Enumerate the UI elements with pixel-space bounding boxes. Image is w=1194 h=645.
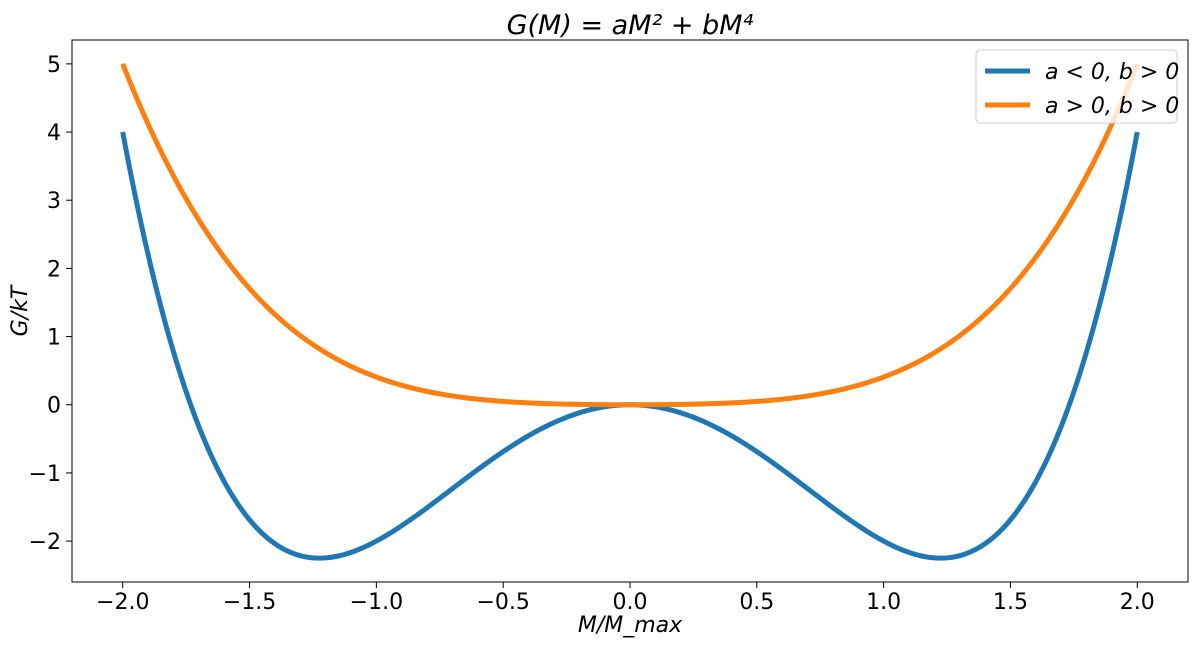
y-tick-label: 3 <box>47 189 61 214</box>
x-tick-label: −1.5 <box>223 590 276 615</box>
x-tick-label: 0.5 <box>739 590 774 615</box>
chart-title: G(M) = aM² + bM⁴ <box>507 10 754 41</box>
series-layer <box>120 62 1140 561</box>
x-axis: −2.0 −1.5 −1.0 −0.5 0.0 0.5 1.0 1.5 2.0 <box>96 582 1155 615</box>
y-tick-label: −1 <box>29 462 61 487</box>
legend: a < 0, b > 0 a > 0, b > 0 <box>975 49 1179 124</box>
legend-label: a > 0, b > 0 <box>1045 94 1179 119</box>
y-tick-label: 2 <box>47 257 61 282</box>
x-tick-label: −2.0 <box>96 590 149 615</box>
y-tick-label: 1 <box>47 326 61 351</box>
x-tick-label: 2.0 <box>1120 590 1155 615</box>
y-tick-label: 0 <box>47 394 61 419</box>
x-axis-label: M/M_max <box>578 613 683 638</box>
x-tick-label: −0.5 <box>476 590 529 615</box>
x-tick-label: −1.0 <box>350 590 403 615</box>
y-axis-label: G/kT <box>8 284 33 336</box>
series-line-2 <box>120 62 1140 408</box>
x-tick-label: 1.0 <box>866 590 901 615</box>
series-line-1 <box>120 131 1140 561</box>
y-tick-label: 4 <box>47 121 61 146</box>
y-tick-label: −2 <box>29 530 61 555</box>
x-tick-label: 1.5 <box>993 590 1028 615</box>
y-tick-label: 5 <box>47 53 61 78</box>
legend-label: a < 0, b > 0 <box>1045 60 1179 85</box>
x-tick-label: 0.0 <box>613 590 648 615</box>
y-axis: −2 −1 0 1 2 3 4 5 <box>29 53 72 555</box>
